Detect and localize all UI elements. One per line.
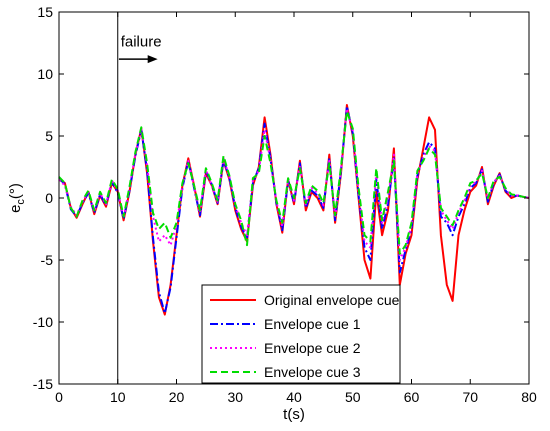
x-axis-label: t(s) — [283, 406, 305, 423]
y-tick-label-4: 5 — [45, 128, 53, 144]
x-tick-label-4: 40 — [286, 389, 302, 405]
x-tick-label-6: 60 — [404, 389, 420, 405]
y-tick-label-1: -10 — [33, 314, 53, 330]
series-line-3 — [58, 110, 530, 255]
failure-annotation: failure — [118, 34, 162, 64]
y-axis-label-main: e — [7, 205, 24, 213]
y-tick-label-5: 10 — [37, 66, 53, 82]
y-tick-label-0: -15 — [33, 376, 53, 392]
x-tick-label-3: 30 — [227, 389, 243, 405]
legend-label-0: Original envelope cue — [264, 292, 400, 308]
y-axis-label-sub: c — [15, 199, 27, 205]
series-layer — [58, 104, 530, 316]
legend-label-3: Envelope cue 3 — [264, 364, 361, 380]
failure-arrow-head — [147, 55, 158, 64]
y-axis-label: ec(°) — [7, 183, 27, 213]
x-tick-label-1: 10 — [110, 389, 126, 405]
y-axis-label-unit: (°) — [7, 183, 24, 199]
legend: Original envelope cue Envelope cue 1 Envel… — [201, 284, 401, 384]
y-tick-label-2: -5 — [41, 252, 54, 268]
plot-frame — [58, 11, 530, 385]
y-tick-label-3: 0 — [45, 190, 53, 206]
legend-label-1: Envelope cue 1 — [264, 316, 361, 332]
x-tick-label-5: 50 — [345, 389, 361, 405]
y-tick-label-6: 15 — [37, 4, 53, 20]
x-tick-label-2: 20 — [169, 389, 185, 405]
legend-label-2: Envelope cue 2 — [264, 340, 361, 356]
failure-label: failure — [121, 34, 162, 51]
x-tick-label-8: 80 — [521, 389, 537, 405]
x-tick-label-7: 70 — [462, 389, 478, 405]
series-line-2 — [58, 107, 530, 261]
legend-box — [201, 284, 401, 384]
x-tick-label-0: 0 — [55, 389, 63, 405]
ticks-layer: 0 10 20 30 40 50 60 70 80 -15 -10 -5 0 5 10 15 — [33, 4, 537, 405]
